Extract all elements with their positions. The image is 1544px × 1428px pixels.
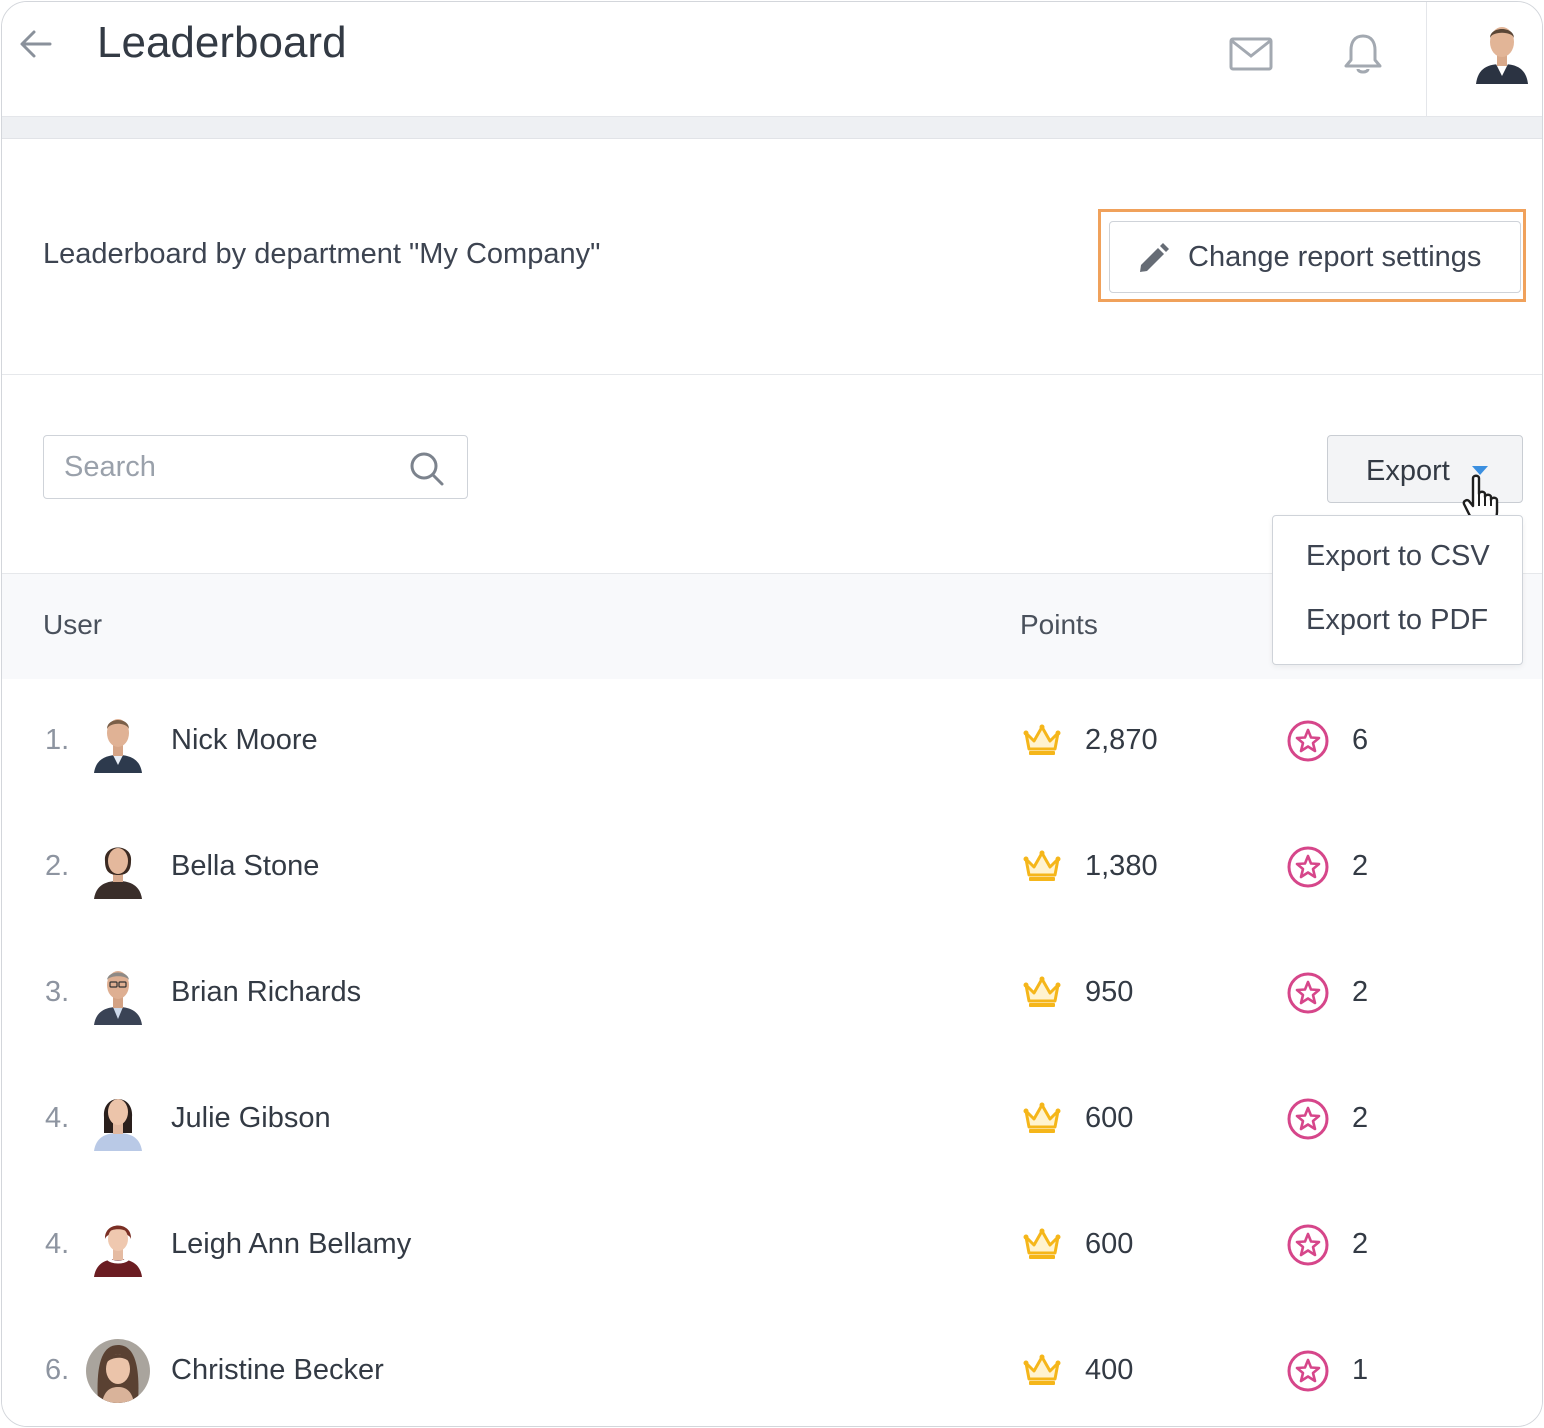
change-report-settings-button[interactable]: Change report settings — [1109, 221, 1521, 293]
badge-star-icon — [1286, 971, 1330, 1020]
column-header-points[interactable]: Points — [1020, 609, 1098, 640]
avatar[interactable] — [86, 961, 150, 1025]
pencil-icon — [1136, 242, 1170, 281]
header-divider — [1426, 2, 1427, 116]
highlight-frame — [1098, 209, 1526, 302]
chevron-down-icon — [1472, 466, 1488, 475]
badge-count: 2 — [1352, 976, 1369, 1008]
badge-star-icon — [1286, 1223, 1330, 1272]
table-row: 1. Nick Moore 2,870 6 — [2, 679, 1542, 806]
rank: 4. — [45, 1102, 70, 1134]
column-header-user[interactable]: User — [43, 609, 103, 640]
search-box[interactable] — [43, 435, 468, 499]
current-user-avatar[interactable] — [1474, 18, 1530, 89]
points-value: 2,870 — [1085, 724, 1158, 756]
crown-icon — [1022, 975, 1062, 1014]
badge-count: 1 — [1352, 1354, 1369, 1386]
user-name[interactable]: Leigh Ann Bellamy — [171, 1228, 412, 1260]
avatar[interactable] — [86, 835, 150, 899]
section-divider — [2, 374, 1542, 375]
badge-count: 2 — [1352, 1228, 1369, 1260]
report-title: Leaderboard by department "My Company" — [43, 238, 601, 270]
export-pdf-option[interactable]: Export to PDF — [1306, 604, 1489, 636]
badge-count: 6 — [1352, 724, 1369, 756]
user-name[interactable]: Julie Gibson — [171, 1102, 331, 1134]
points-value: 600 — [1085, 1228, 1134, 1260]
badge-count: 2 — [1352, 850, 1369, 882]
rank: 1. — [45, 724, 70, 756]
crown-icon — [1022, 1227, 1062, 1266]
top-bar: Leaderboard — [2, 2, 1542, 117]
crown-icon — [1022, 849, 1062, 888]
avatar[interactable] — [86, 1213, 150, 1277]
header-band — [2, 117, 1542, 139]
mail-icon[interactable] — [1228, 36, 1274, 77]
crown-icon — [1022, 723, 1062, 762]
badge-star-icon — [1286, 719, 1330, 768]
search-icon[interactable] — [408, 450, 446, 493]
user-name[interactable]: Nick Moore — [171, 724, 318, 756]
hand-cursor-icon — [1462, 474, 1502, 531]
rank: 4. — [45, 1228, 70, 1260]
crown-icon — [1022, 1353, 1062, 1392]
points-value: 950 — [1085, 976, 1134, 1008]
table-row: 6. Christine Becker 400 1 — [2, 1309, 1542, 1426]
badge-star-icon — [1286, 845, 1330, 894]
export-dropdown-button[interactable]: Export — [1327, 435, 1523, 503]
avatar[interactable] — [86, 1339, 150, 1403]
rank: 3. — [45, 976, 70, 1008]
table-row: 3. Brian Richards 950 2 — [2, 931, 1542, 1058]
rank: 2. — [45, 850, 70, 882]
avatar[interactable] — [86, 1087, 150, 1151]
table-row: 2. Bella Stone 1,380 2 — [2, 805, 1542, 932]
badge-count: 2 — [1352, 1102, 1369, 1134]
table-row: 4. Leigh Ann Bellamy 600 2 — [2, 1183, 1542, 1310]
user-name[interactable]: Christine Becker — [171, 1354, 384, 1386]
badge-star-icon — [1286, 1097, 1330, 1146]
user-name[interactable]: Brian Richards — [171, 976, 362, 1008]
points-value: 1,380 — [1085, 850, 1158, 882]
page-title: Leaderboard — [97, 18, 347, 67]
export-menu: Export to CSV Export to PDF — [1272, 515, 1523, 665]
change-report-settings-label: Change report settings — [1188, 241, 1482, 273]
search-input[interactable] — [64, 436, 384, 498]
points-value: 600 — [1085, 1102, 1134, 1134]
back-arrow-icon[interactable] — [16, 24, 56, 64]
avatar[interactable] — [86, 709, 150, 773]
export-label: Export — [1366, 455, 1450, 487]
crown-icon — [1022, 1101, 1062, 1140]
badge-star-icon — [1286, 1349, 1330, 1398]
rank: 6. — [45, 1354, 70, 1386]
table-row: 4. Julie Gibson 600 2 — [2, 1057, 1542, 1184]
user-name[interactable]: Bella Stone — [171, 850, 320, 882]
points-value: 400 — [1085, 1354, 1134, 1386]
bell-icon[interactable] — [1342, 32, 1384, 81]
export-csv-option[interactable]: Export to CSV — [1306, 540, 1490, 572]
